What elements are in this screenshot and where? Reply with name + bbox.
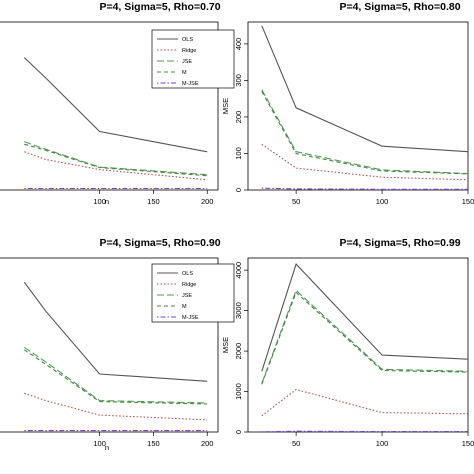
series-line-jse	[261, 89, 468, 175]
y-axis-label: MSE	[221, 98, 230, 114]
legend-label: Ridge	[182, 48, 196, 54]
legend-label: JSE	[182, 293, 192, 299]
series-group	[261, 25, 468, 190]
series-line-m-jse	[261, 187, 468, 190]
x-tick-label: 150	[147, 197, 160, 206]
series-line-ols	[23, 57, 208, 153]
x-axis-label: n	[105, 443, 109, 452]
panel-3: P=4, Sigma=5, Rho=0.900100150200nOLSRidg…	[0, 237, 235, 452]
series-line-m	[261, 291, 468, 385]
legend-label: JSE	[182, 59, 192, 65]
y-tick-label: 400	[234, 38, 243, 51]
y-axis-label: MSE	[221, 337, 230, 353]
x-tick-label: 100	[93, 439, 106, 448]
series-line-m	[24, 143, 208, 177]
series-line-ridge	[261, 143, 468, 181]
series-line-jse	[23, 346, 208, 404]
y-tick-label: 100	[234, 147, 243, 160]
y-tick-label: 2000	[234, 343, 243, 360]
series-line-ols	[261, 25, 468, 153]
y-tick-label: 4000	[234, 262, 243, 279]
series-line-m	[23, 349, 208, 405]
x-tick-label: 150	[147, 439, 160, 448]
plot-frame	[0, 257, 219, 433]
legend-label: OLS	[182, 37, 193, 43]
x-tick-label: 100	[93, 197, 106, 206]
x-tick-label: 150	[462, 439, 474, 448]
legend: OLS Ridge JSE M M-JSE	[151, 263, 235, 323]
x-tick-label: 50	[292, 439, 300, 448]
series-line-m	[261, 91, 468, 175]
plot-frame	[247, 257, 469, 433]
chart-title: P=4, Sigma=5, Rho=0.80	[339, 1, 460, 13]
panel-2: P=4, Sigma=5, Rho=0.80 50 100 150 0 100 200 300…	[221, 1, 474, 206]
y-tick-label: 0	[234, 188, 243, 192]
series-line-m-jse	[261, 430, 468, 432]
legend-label: M-JSE	[182, 315, 199, 321]
legend-label: M-JSE	[182, 81, 199, 87]
plot-frame	[247, 21, 469, 191]
chart-title: P=4, Sigma=5, Rho=0.70	[99, 1, 220, 13]
legend-label: OLS	[182, 271, 193, 277]
series-group	[23, 57, 208, 190]
y-tick-label: 3000	[234, 302, 243, 319]
series-line-ridge	[24, 151, 208, 181]
series-line-ridge	[24, 392, 208, 421]
chart-title: P=4, Sigma=5, Rho=0.99	[339, 237, 460, 249]
legend-label: Ridge	[182, 282, 196, 288]
series-line-jse	[24, 141, 208, 176]
panel-4: P=4, Sigma=5, Rho=0.99 50 100 150 0 1000 2000 3…	[221, 237, 474, 448]
legend: OLS Ridge JSE M M-JSE	[151, 29, 235, 89]
legend-box	[151, 29, 235, 89]
y-tick-label: 200	[234, 111, 243, 124]
x-tick-label: 50	[292, 197, 300, 206]
series-group	[23, 281, 208, 432]
x-tick-label: 150	[462, 197, 474, 206]
x-tick-label: 100	[376, 439, 389, 448]
legend-label: M	[182, 70, 187, 76]
series-line-ridge	[261, 388, 468, 417]
plot-frame	[0, 21, 219, 191]
y-tick-label: 300	[234, 74, 243, 87]
y-tick-label: 0	[234, 430, 243, 434]
legend-label: M	[182, 304, 187, 310]
panel-1: P=4, Sigma=5, Rho=0.700100150200nOLSRidg…	[0, 1, 235, 206]
x-tick-label: 100	[376, 197, 389, 206]
legend-box	[151, 263, 235, 323]
series-group	[261, 263, 468, 432]
y-tick-label: 1000	[234, 383, 243, 400]
x-tick-label: 200	[201, 439, 214, 448]
series-line-ols	[261, 263, 468, 372]
series-line-ols	[23, 281, 208, 382]
x-tick-label: 200	[201, 197, 214, 206]
x-axis-label: n	[105, 197, 109, 206]
chart-title: P=4, Sigma=5, Rho=0.90	[99, 237, 220, 249]
